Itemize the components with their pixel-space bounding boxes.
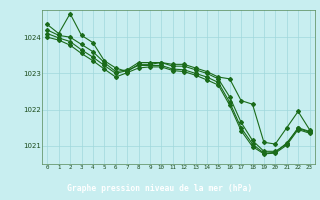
- Text: Graphe pression niveau de la mer (hPa): Graphe pression niveau de la mer (hPa): [68, 184, 252, 193]
